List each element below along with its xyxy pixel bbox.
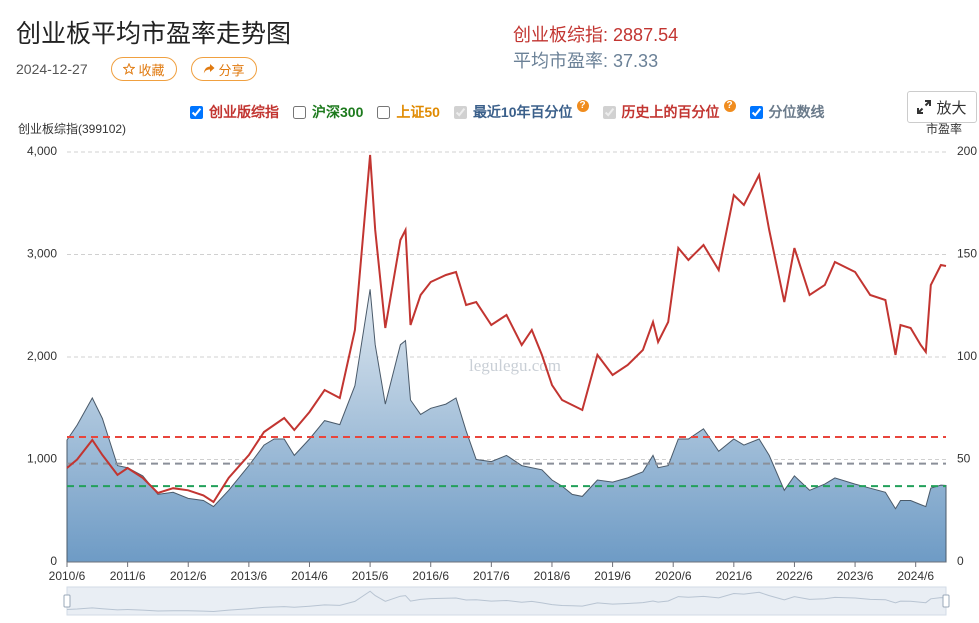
- stat-label: 创业板综指:: [513, 25, 609, 45]
- y2-tick-label: 150: [957, 247, 977, 261]
- legend-label: 上证50: [396, 104, 440, 120]
- navigator-handle: [63, 594, 71, 608]
- legend-label: 历史上的百分位: [621, 104, 720, 120]
- favorite-button[interactable]: 收藏: [111, 57, 177, 81]
- star-icon: [123, 63, 136, 75]
- y-tick-label: 3,000: [27, 247, 57, 261]
- x-tick-label: 2024/6: [897, 569, 934, 583]
- zoom-label: 放大: [936, 99, 967, 117]
- stat-value: 2887.54: [613, 25, 679, 45]
- y2-tick-label: 100: [957, 349, 977, 363]
- legend-label: 最近10年百分位: [472, 104, 573, 120]
- navigator-line: [66, 590, 947, 613]
- legend-item[interactable]: 创业版综指: [190, 102, 279, 122]
- x-tick-label: 2011/6: [110, 569, 146, 583]
- index-line: [66, 154, 947, 504]
- y-tick-label: 0: [50, 554, 57, 568]
- button-label: 分享: [218, 62, 245, 78]
- y2-tick-label: 200: [957, 144, 977, 158]
- button-label: 收藏: [138, 62, 165, 78]
- watermark: legulegu.com: [469, 356, 561, 375]
- stat-index: 创业板综指: 2887.54: [513, 21, 678, 47]
- zoom-button[interactable]: 放大: [907, 91, 977, 123]
- x-tick-label: 2010/6: [49, 569, 86, 583]
- legend-checkbox[interactable]: [749, 105, 763, 119]
- legend-item[interactable]: 历史上的百分位?: [602, 100, 736, 122]
- page-title: 创业板平均市盈率走势图: [16, 20, 292, 48]
- y2-axis-title: 市盈率: [926, 121, 962, 136]
- x-tick-label: 2023/6: [837, 569, 874, 583]
- x-tick-label: 2018/6: [534, 569, 571, 583]
- y-tick-label: 1,000: [27, 452, 57, 466]
- x-tick-label: 2012/6: [170, 569, 207, 583]
- y-tick-label: 4,000: [27, 144, 57, 158]
- x-tick-label: 2016/6: [412, 569, 449, 583]
- x-tick-label: 2015/6: [352, 569, 389, 583]
- share-icon: [204, 64, 215, 74]
- legend-label: 沪深300: [312, 104, 364, 120]
- legend-checkbox: [453, 105, 467, 119]
- stat-pe: 平均市盈率: 37.33: [513, 47, 658, 73]
- y-axis-title: 创业板综指(399102): [18, 121, 126, 136]
- legend-item[interactable]: 沪深300: [293, 102, 363, 122]
- share-button[interactable]: 分享: [191, 57, 257, 81]
- x-tick-label: 2021/6: [715, 569, 752, 583]
- legend-item[interactable]: 分位数线: [749, 102, 825, 122]
- y2-tick-label: 0: [957, 554, 964, 568]
- legend-checkbox: [602, 105, 616, 119]
- stat-label: 平均市盈率:: [513, 51, 609, 71]
- help-icon[interactable]: ?: [723, 100, 736, 112]
- date: 2024-12-27: [16, 61, 88, 77]
- navigator-handle: [942, 594, 950, 608]
- x-tick-label: 2022/6: [776, 569, 813, 583]
- pe-area: [66, 289, 947, 563]
- y2-tick-label: 50: [957, 452, 971, 466]
- legend: 创业版综指 沪深300 上证50 最近10年百分位? 历史上的百分位? 分位数线: [190, 100, 825, 122]
- x-tick-label: 2020/6: [655, 569, 692, 583]
- legend-checkbox[interactable]: [293, 105, 306, 119]
- legend-checkbox[interactable]: [377, 105, 391, 119]
- help-icon[interactable]: ?: [576, 100, 589, 112]
- legend-checkbox[interactable]: [190, 105, 203, 119]
- x-tick-label: 2013/6: [231, 569, 268, 583]
- x-tick-label: 2019/6: [594, 569, 631, 583]
- expand-icon: [917, 100, 932, 114]
- legend-item[interactable]: 上证50: [377, 102, 440, 122]
- stat-value: 37.33: [613, 51, 659, 71]
- y-tick-label: 2,000: [27, 349, 57, 363]
- x-tick-label: 2014/6: [291, 569, 328, 583]
- legend-item[interactable]: 最近10年百分位?: [453, 100, 589, 122]
- x-tick-label: 2017/6: [473, 569, 510, 583]
- legend-label: 分位数线: [768, 104, 825, 120]
- legend-label: 创业版综指: [209, 104, 279, 120]
